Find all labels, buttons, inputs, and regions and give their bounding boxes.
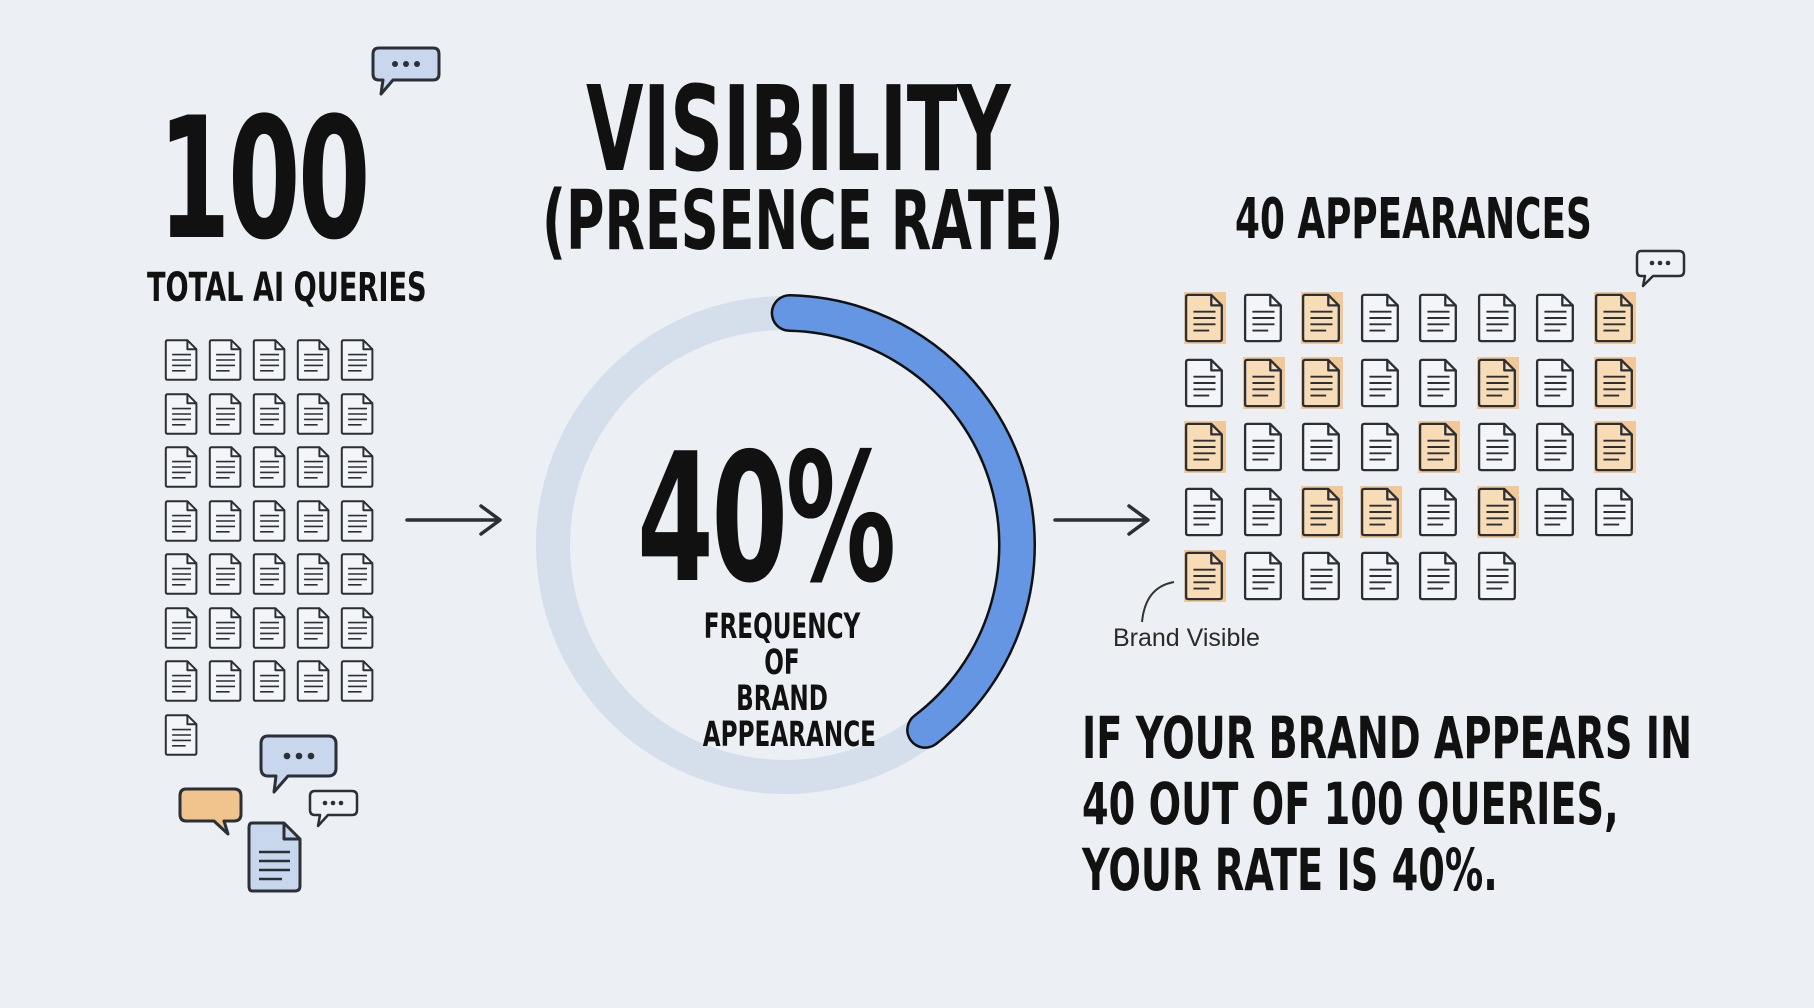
title-line-1: VISIBILITY — [586, 60, 1011, 198]
document-icon — [164, 552, 200, 600]
chat-bubble-icon — [259, 734, 338, 794]
document-icon — [1360, 357, 1402, 413]
document-icon — [252, 659, 288, 707]
document-icon-highlighted — [1179, 417, 1231, 477]
document-icon-highlighted — [1296, 288, 1348, 348]
document-icon-highlighted — [1472, 482, 1523, 542]
callout-line — [1141, 581, 1175, 623]
total-queries-label: TOTAL AI QUERIES — [147, 265, 427, 311]
document-icon — [1243, 550, 1285, 606]
caption-line: YOUR RATE IS 40%. — [1082, 836, 1498, 904]
document-icon — [1184, 357, 1226, 413]
document-icon — [208, 392, 244, 440]
document-icon — [208, 606, 244, 654]
arrow-right-icon — [1053, 504, 1150, 536]
document-icon — [1360, 292, 1402, 348]
document-icon-highlighted — [1238, 353, 1289, 413]
document-icon — [208, 552, 244, 600]
caption-line: IF YOUR BRAND APPEARS IN — [1082, 704, 1693, 772]
document-icon-highlighted — [1589, 288, 1640, 348]
document-icon — [340, 552, 376, 600]
document-icon — [1184, 486, 1226, 542]
presence-rate-subtitle: FREQUENCY OF BRAND APPEARANCE — [702, 607, 876, 755]
document-icon-highlighted — [1296, 353, 1348, 413]
subtitle-line: BRAND — [736, 679, 828, 719]
chat-bubble-icon — [1635, 249, 1686, 288]
document-icon — [296, 392, 332, 440]
document-icon — [1418, 486, 1460, 542]
document-icon — [208, 338, 244, 386]
document-icon — [1243, 486, 1285, 542]
document-icon — [340, 445, 376, 493]
appearances-heading: 40 APPEARANCES — [1235, 187, 1592, 252]
document-icon-highlighted — [1472, 353, 1523, 413]
document-icon — [340, 606, 376, 654]
caption-line: 40 OUT OF 100 QUERIES, — [1082, 770, 1619, 838]
subtitle-line: APPEARANCE — [702, 715, 876, 755]
total-queries-number: 100 — [158, 81, 370, 277]
document-icon — [340, 659, 376, 707]
document-icon-highlighted — [1296, 482, 1348, 542]
document-icon — [1477, 421, 1519, 477]
document-icon — [1243, 421, 1285, 477]
presence-rate-percent: 40% — [637, 415, 896, 622]
document-icon — [1535, 486, 1577, 542]
document-icon — [208, 499, 244, 547]
document-icon — [1418, 357, 1460, 413]
document-icon — [1477, 550, 1519, 606]
document-icon — [164, 392, 200, 440]
document-icon — [296, 606, 332, 654]
document-icon — [208, 445, 244, 493]
document-icon — [252, 606, 288, 654]
document-icon — [296, 445, 332, 493]
chat-bubble-icon — [371, 46, 441, 96]
document-icon-highlighted — [1589, 417, 1640, 477]
document-icon — [1243, 292, 1285, 348]
title-line-2: (PRESENCE RATE) — [542, 174, 1064, 269]
document-icon — [252, 392, 288, 440]
document-icon — [1535, 421, 1577, 477]
document-icon — [164, 659, 200, 707]
document-icon — [1594, 486, 1636, 542]
document-icon — [164, 338, 200, 386]
document-icon — [296, 499, 332, 547]
document-icon — [164, 713, 200, 761]
document-icon — [247, 821, 302, 893]
document-icon-highlighted — [1355, 482, 1406, 542]
document-icon — [1301, 421, 1343, 477]
document-icon — [208, 659, 244, 707]
document-icon — [296, 338, 332, 386]
document-icon — [252, 499, 288, 547]
arrow-right-icon — [405, 504, 502, 536]
document-icon-highlighted — [1179, 288, 1231, 348]
document-icon — [1301, 550, 1343, 606]
document-icon — [164, 606, 200, 654]
document-icon — [1418, 292, 1460, 348]
brand-visible-label: Brand Visible — [1113, 624, 1260, 652]
document-icon — [252, 445, 288, 493]
document-icon — [1535, 292, 1577, 348]
document-icon-highlighted — [1589, 353, 1640, 413]
document-icon — [340, 392, 376, 440]
document-icon — [252, 338, 288, 386]
document-icon — [1477, 292, 1519, 348]
document-icon — [340, 499, 376, 547]
document-icon — [1360, 550, 1402, 606]
presence-rate-ring — [530, 290, 1040, 800]
document-icon-highlighted — [1413, 417, 1465, 477]
subtitle-line: FREQUENCY OF — [703, 607, 861, 683]
document-icon — [296, 552, 332, 600]
document-icon — [164, 499, 200, 547]
document-icon — [296, 659, 332, 707]
document-icon — [252, 552, 288, 600]
document-icon — [340, 338, 376, 386]
document-icon — [1418, 550, 1460, 606]
explanation-caption: IF YOUR BRAND APPEARS IN 40 OUT OF 100 Q… — [1082, 705, 1692, 903]
chat-bubble-icon — [178, 787, 243, 836]
document-icon-highlighted — [1179, 546, 1231, 606]
document-icon — [164, 445, 200, 493]
chat-bubble-icon — [308, 789, 359, 828]
document-icon — [1360, 421, 1402, 477]
document-icon — [1535, 357, 1577, 413]
